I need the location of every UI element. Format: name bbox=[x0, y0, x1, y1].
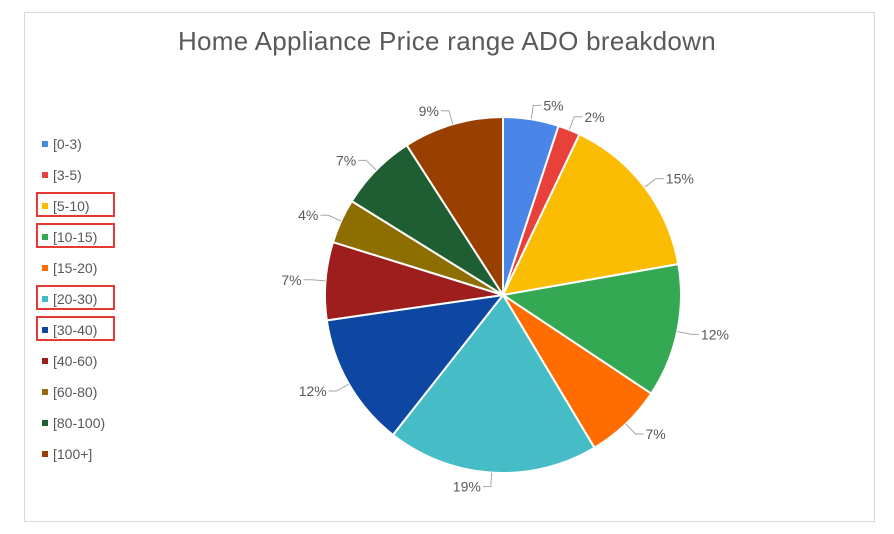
legend-entry: [15-20) bbox=[36, 252, 105, 283]
legend-label: [60-80) bbox=[53, 383, 98, 400]
leader-line bbox=[440, 110, 454, 125]
legend-swatch bbox=[42, 140, 48, 147]
data-label: 7% bbox=[645, 426, 665, 442]
legend-entry: [10-15) bbox=[36, 221, 116, 252]
pie-slice bbox=[391, 293, 596, 474]
legend-swatch bbox=[42, 357, 48, 364]
leader-line bbox=[530, 104, 542, 120]
data-label: 7% bbox=[336, 152, 356, 168]
legend-label: [0-3) bbox=[53, 135, 82, 152]
legend-label: [15-20) bbox=[53, 259, 98, 276]
leader-line bbox=[320, 214, 342, 222]
leader-line bbox=[358, 159, 377, 171]
legend-swatch bbox=[42, 264, 48, 271]
pie-slice bbox=[405, 115, 504, 299]
data-label: 2% bbox=[584, 109, 604, 125]
leader-line bbox=[328, 383, 350, 392]
leader-line bbox=[625, 423, 644, 435]
legend-label: [100+] bbox=[53, 445, 93, 462]
legend-label: [40-60) bbox=[53, 352, 98, 369]
data-label: 12% bbox=[299, 383, 327, 399]
legend-swatch bbox=[42, 419, 48, 426]
data-label: 15% bbox=[666, 171, 694, 187]
leader-line bbox=[303, 279, 326, 282]
data-label: 4% bbox=[298, 207, 318, 223]
legend-entry: [100+] bbox=[36, 438, 105, 469]
legend-entry: [20-30) bbox=[36, 283, 116, 314]
legend-swatch bbox=[42, 388, 48, 395]
legend-entry: [5-10) bbox=[36, 190, 116, 221]
data-label: 5% bbox=[543, 97, 563, 113]
legend-entry: [3-5) bbox=[36, 159, 105, 190]
legend-label: [80-100) bbox=[53, 414, 106, 431]
legend-entry: [0-3) bbox=[36, 128, 105, 159]
legend-swatch bbox=[42, 171, 48, 178]
leader-line bbox=[568, 116, 583, 130]
legend-label: [3-5) bbox=[53, 166, 82, 183]
legend-swatch bbox=[42, 450, 48, 457]
data-label: 12% bbox=[701, 326, 729, 342]
pie-slice bbox=[500, 262, 682, 395]
leader-line bbox=[482, 472, 493, 488]
pie-slice bbox=[325, 293, 506, 437]
chart-legend: [0-3) [3-5) [5-10) [10-15) [15-20) [20-30) [30… bbox=[36, 128, 116, 469]
legend-entry: [40-60) bbox=[36, 345, 105, 376]
leader-line bbox=[677, 330, 699, 335]
legend-entry: [80-100) bbox=[36, 407, 105, 438]
data-label: 19% bbox=[453, 479, 481, 495]
data-label: 9% bbox=[419, 103, 439, 119]
legend-entry: [60-80) bbox=[36, 376, 105, 407]
chart-title: Home Appliance Price range ADO breakdown bbox=[177, 26, 717, 56]
data-label: 7% bbox=[281, 272, 301, 288]
legend-entry: [30-40) bbox=[36, 314, 116, 345]
leader-line bbox=[644, 178, 664, 188]
